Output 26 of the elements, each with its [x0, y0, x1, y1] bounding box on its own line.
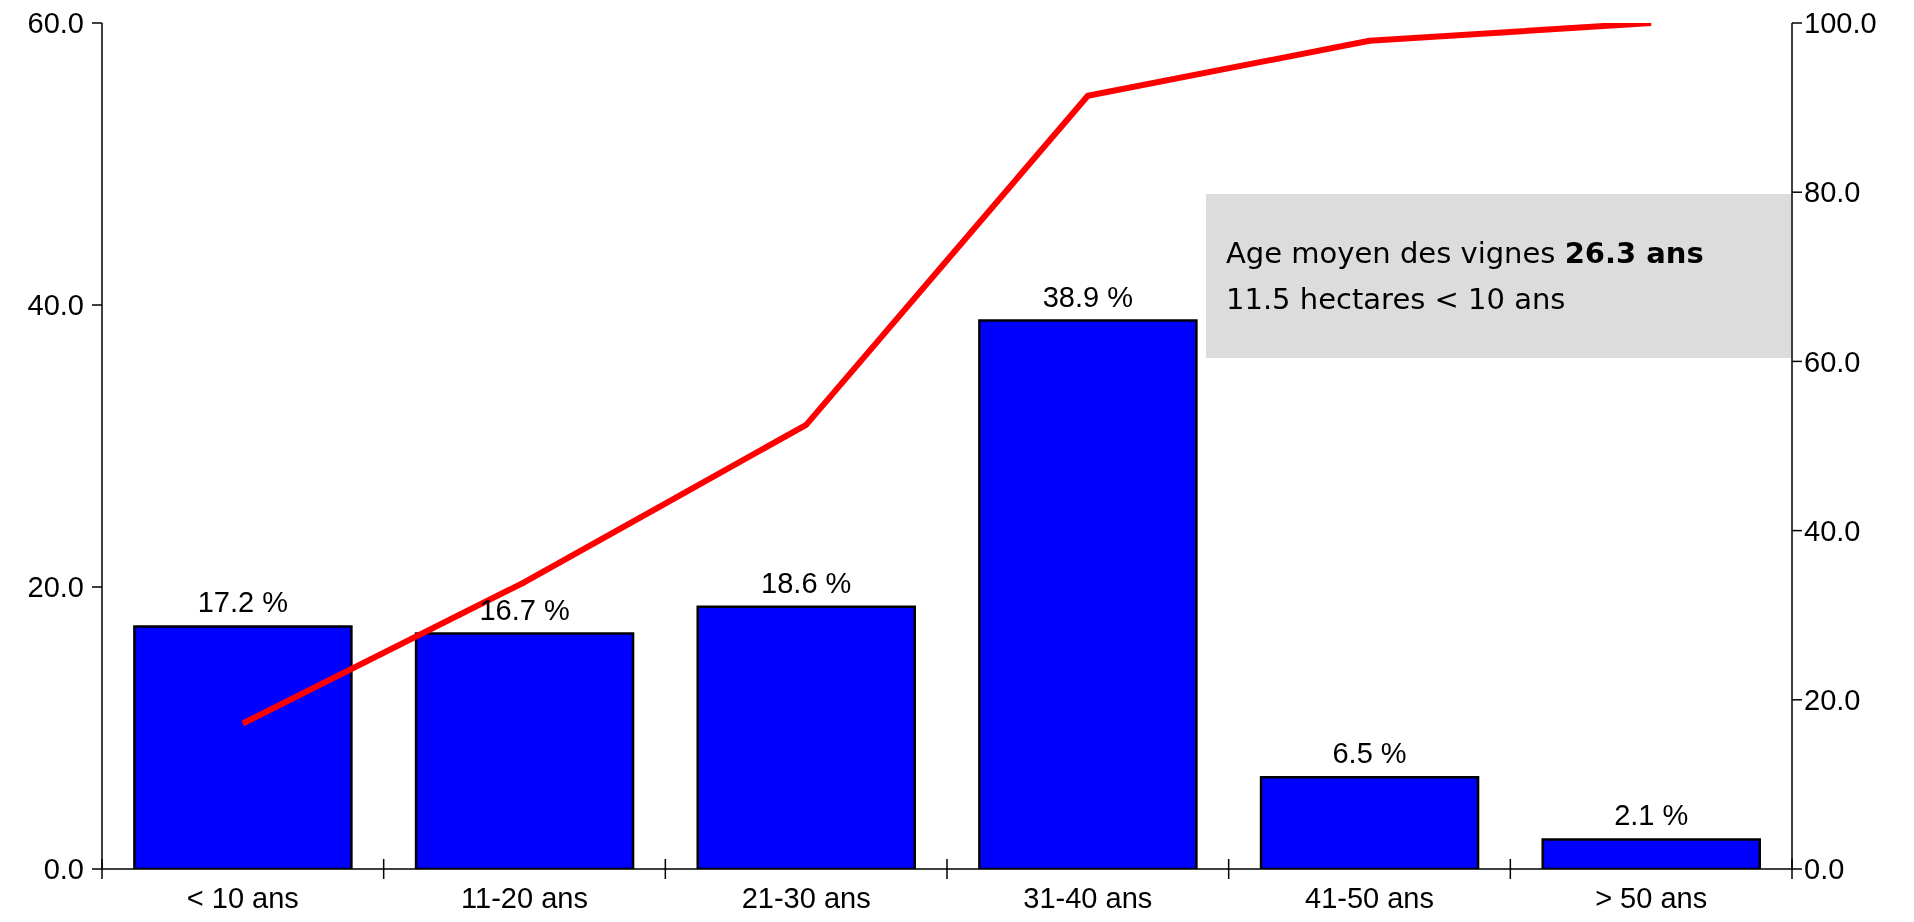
x-tick-label: 41-50 ans — [1305, 882, 1434, 915]
y-tick-label: 20.0 — [27, 571, 84, 604]
y2-tick-label: 100.0 — [1804, 7, 1877, 40]
x-tick-label: 21-30 ans — [741, 882, 871, 915]
y-tick-label: 60.0 — [27, 7, 84, 40]
x-tick-label: 31-40 ans — [1023, 882, 1153, 915]
data-label: 16.7 % — [479, 593, 570, 626]
annotation: Age moyen des vignes — [1226, 236, 1556, 270]
y2-tick-label: 0.0 — [1804, 853, 1845, 886]
data-label: 2.1 % — [1614, 799, 1689, 832]
y-tick-label: 0.0 — [43, 853, 84, 886]
x-tick-label: > 50 ans — [1595, 882, 1708, 915]
y2-tick-label: 80.0 — [1804, 176, 1861, 209]
y2-tick-label: 60.0 — [1804, 345, 1861, 378]
annotation: 26.3 ans — [1564, 236, 1704, 270]
x-tick-label: 11-20 ans — [461, 882, 588, 915]
annotation: 11.5 hectares < 10 ans — [1226, 281, 1567, 318]
y2-tick-label: 20.0 — [1804, 684, 1861, 717]
y2-tick-label: 40.0 — [1804, 514, 1861, 547]
x-tick-label: < 10 ans — [186, 882, 299, 915]
note-box: Age moyen des vignes 26.3 ans 11.5 hectares < 10 ans — [1206, 194, 1791, 358]
data-label: 17.2 % — [197, 586, 289, 619]
data-label: 38.9 % — [1042, 280, 1134, 313]
data-label: 6.5 % — [1332, 737, 1407, 770]
y-tick-label: 40.0 — [27, 289, 84, 322]
data-label: 18.6 % — [761, 566, 852, 599]
